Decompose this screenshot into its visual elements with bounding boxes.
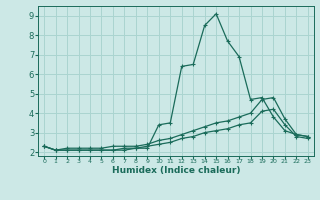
X-axis label: Humidex (Indice chaleur): Humidex (Indice chaleur) — [112, 166, 240, 175]
